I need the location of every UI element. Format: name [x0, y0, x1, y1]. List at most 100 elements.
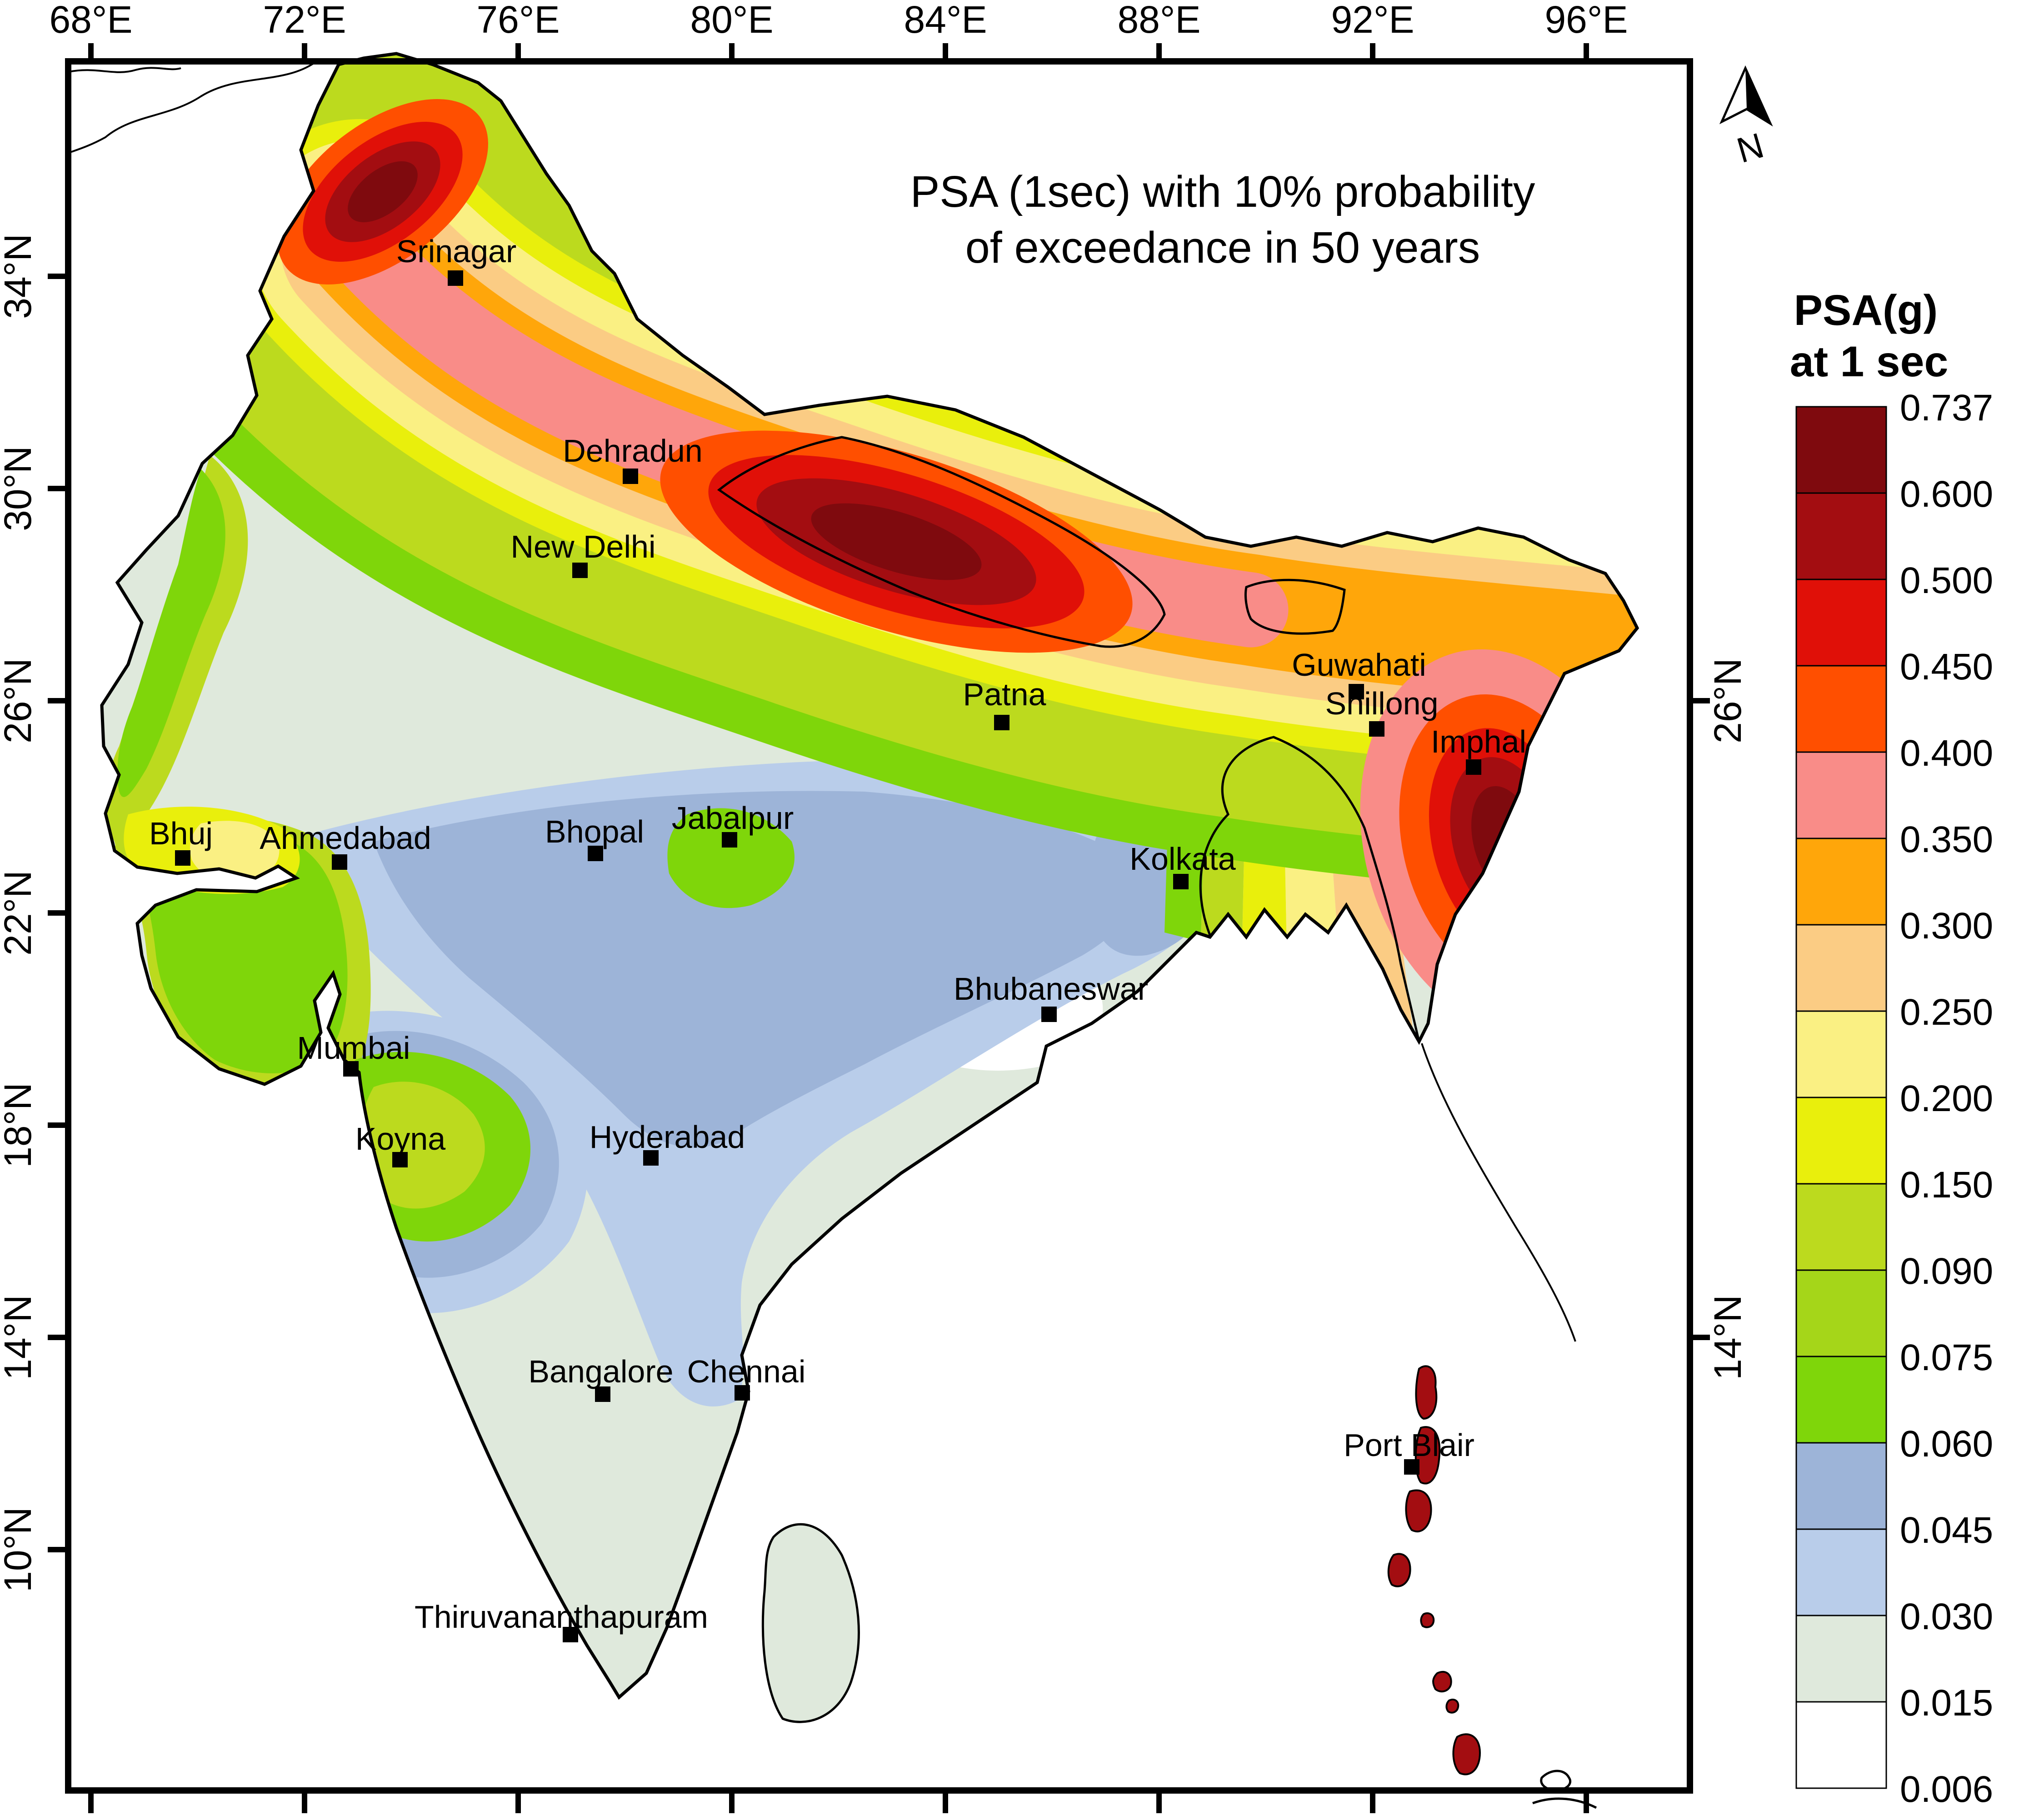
legend-label-2: 0.500 [1900, 560, 1993, 601]
city-port-blair: Port Blair [1344, 1427, 1474, 1475]
legend-label-6: 0.300 [1900, 905, 1993, 947]
legend-cell-9 [1795, 1183, 1887, 1271]
nepal-border [717, 436, 1166, 648]
city-imphal: Imphal [1431, 724, 1526, 775]
city-marker [588, 846, 603, 861]
city-shillong: Shillong [1325, 686, 1439, 737]
city-ahmedabad: Ahmedabad [260, 820, 431, 870]
city-marker [563, 1627, 578, 1642]
top-tick-label-3: 80°E [690, 0, 773, 41]
map-frame [65, 58, 1693, 1794]
legend-label-7: 0.250 [1900, 992, 1993, 1033]
city-label: Ahmedabad [260, 820, 431, 856]
city-marker [392, 1152, 408, 1167]
legend-label-0: 0.737 [1900, 387, 1993, 429]
left-tick-label-6: 10°N [0, 1507, 39, 1592]
city-label: Jabalpur [672, 800, 794, 836]
city-srinagar: Srinagar [396, 234, 517, 286]
legend-label-4: 0.400 [1900, 733, 1993, 774]
city-jabalpur: Jabalpur [672, 800, 794, 848]
top-tick-label-5: 88°E [1117, 0, 1200, 41]
map-title-line2: of exceedance in 50 years [965, 223, 1480, 272]
legend-label-16: 0.006 [1900, 1769, 1993, 1810]
legend-value-labels: 0.737 0.600 0.500 0.450 0.400 0.350 0.300 0.250… [1900, 387, 1993, 1810]
left-tick-label-2: 26°N [0, 658, 39, 743]
legend-label-14: 0.030 [1900, 1596, 1993, 1637]
legend-cell-1 [1795, 492, 1887, 580]
city-bangalore: Bangalore [528, 1354, 674, 1402]
legend-label-3: 0.450 [1900, 646, 1993, 688]
top-tick-label-2: 76°E [476, 0, 560, 41]
right-tick-label-1: 14°N [1706, 1295, 1749, 1380]
legend-cell-4 [1795, 751, 1887, 839]
top-tick-label-6: 92°E [1331, 0, 1414, 41]
legend-cell-12 [1795, 1442, 1887, 1530]
city-label: Chennai [687, 1354, 806, 1389]
city-marker [643, 1150, 659, 1166]
city-label: Patna [963, 677, 1046, 712]
city-mumbai: Mumbai [297, 1030, 410, 1077]
city-guwahati: Guwahati [1292, 647, 1426, 699]
city-marker [175, 850, 190, 866]
right-tick-label-0: 26°N [1706, 658, 1749, 743]
legend-title-line1: PSA(g) [1794, 286, 1938, 334]
legend-cell-7 [1795, 1010, 1887, 1098]
legend-color-scale [1795, 406, 1887, 1789]
city-markers: Srinagar Dehradun New Delhi Patna GuwahatiSh… [149, 234, 1526, 1642]
zone-paleyellow-kutch [190, 821, 280, 882]
city-label: Port Blair [1344, 1427, 1474, 1463]
andaman-island-1 [1414, 1426, 1441, 1485]
afghan-border-line [69, 62, 315, 154]
city-patna: Patna [963, 677, 1046, 730]
andaman-island-5 [1432, 1670, 1452, 1693]
andaman-island-4 [1420, 1612, 1435, 1628]
legend-label-12: 0.060 [1900, 1423, 1993, 1465]
city-new-delhi: New Delhi [511, 529, 656, 578]
city-label: Dehradun [563, 433, 702, 469]
sumatra-coast [1532, 1797, 1597, 1809]
legend-label-5: 0.350 [1900, 819, 1993, 860]
city-label: Bhopal [545, 814, 644, 849]
legend-cell-8 [1795, 1097, 1887, 1185]
city-kolkata: Kolkata [1129, 841, 1236, 889]
city-marker [448, 270, 463, 286]
city-label: Kolkata [1129, 841, 1236, 877]
nepal-hotspot-3 [811, 503, 982, 580]
city-thiruvananthapuram: Thiruvananthapuram [415, 1599, 708, 1642]
bangladesh-border [1199, 736, 1420, 1042]
legend-cell-0 [1795, 406, 1887, 494]
city-marker [1404, 1459, 1419, 1475]
left-tick-label-4: 18°N [0, 1082, 39, 1168]
legend-label-13: 0.045 [1900, 1510, 1993, 1551]
legend-label-15: 0.015 [1900, 1682, 1993, 1724]
city-bhubaneswar: Bhubaneswar [954, 971, 1148, 1022]
andaman-island-7 [1452, 1733, 1481, 1775]
top-tick-label-0: 68°E [49, 0, 132, 41]
sumatra-tip [1540, 1770, 1571, 1791]
city-marker [343, 1061, 359, 1077]
legend-cell-3 [1795, 665, 1887, 753]
north-arrow-label: N [1732, 125, 1768, 170]
city-chennai: Chennai [687, 1354, 806, 1401]
bhutan-border [1244, 578, 1346, 635]
city-marker [722, 832, 737, 848]
axis-ticks: 68°E 72°E 76°E 80°E 84°E 88°E 92°E 96°E 34°N 30°N… [0, 0, 1749, 1813]
legend-cell-10 [1795, 1269, 1887, 1357]
city-label: Bangalore [528, 1354, 673, 1389]
city-label: Srinagar [396, 234, 517, 269]
legend-cell-11 [1795, 1356, 1887, 1444]
city-bhuj: Bhuj [149, 816, 213, 866]
city-hyderabad: Hyderabad [590, 1119, 745, 1166]
top-tick-label-4: 84°E [904, 0, 987, 41]
zone-ygreen-koyna [359, 1082, 485, 1209]
city-marker [332, 854, 347, 870]
country-borders [69, 54, 1637, 1809]
kashmir-hotspot-3 [348, 161, 418, 223]
city-label: Bhubaneswar [954, 971, 1148, 1007]
city-label: Shillong [1325, 686, 1438, 721]
andaman-island-0 [1415, 1365, 1438, 1420]
left-tick-label-0: 34°N [0, 234, 39, 319]
city-marker [572, 563, 588, 578]
sri-lanka [761, 1523, 860, 1723]
